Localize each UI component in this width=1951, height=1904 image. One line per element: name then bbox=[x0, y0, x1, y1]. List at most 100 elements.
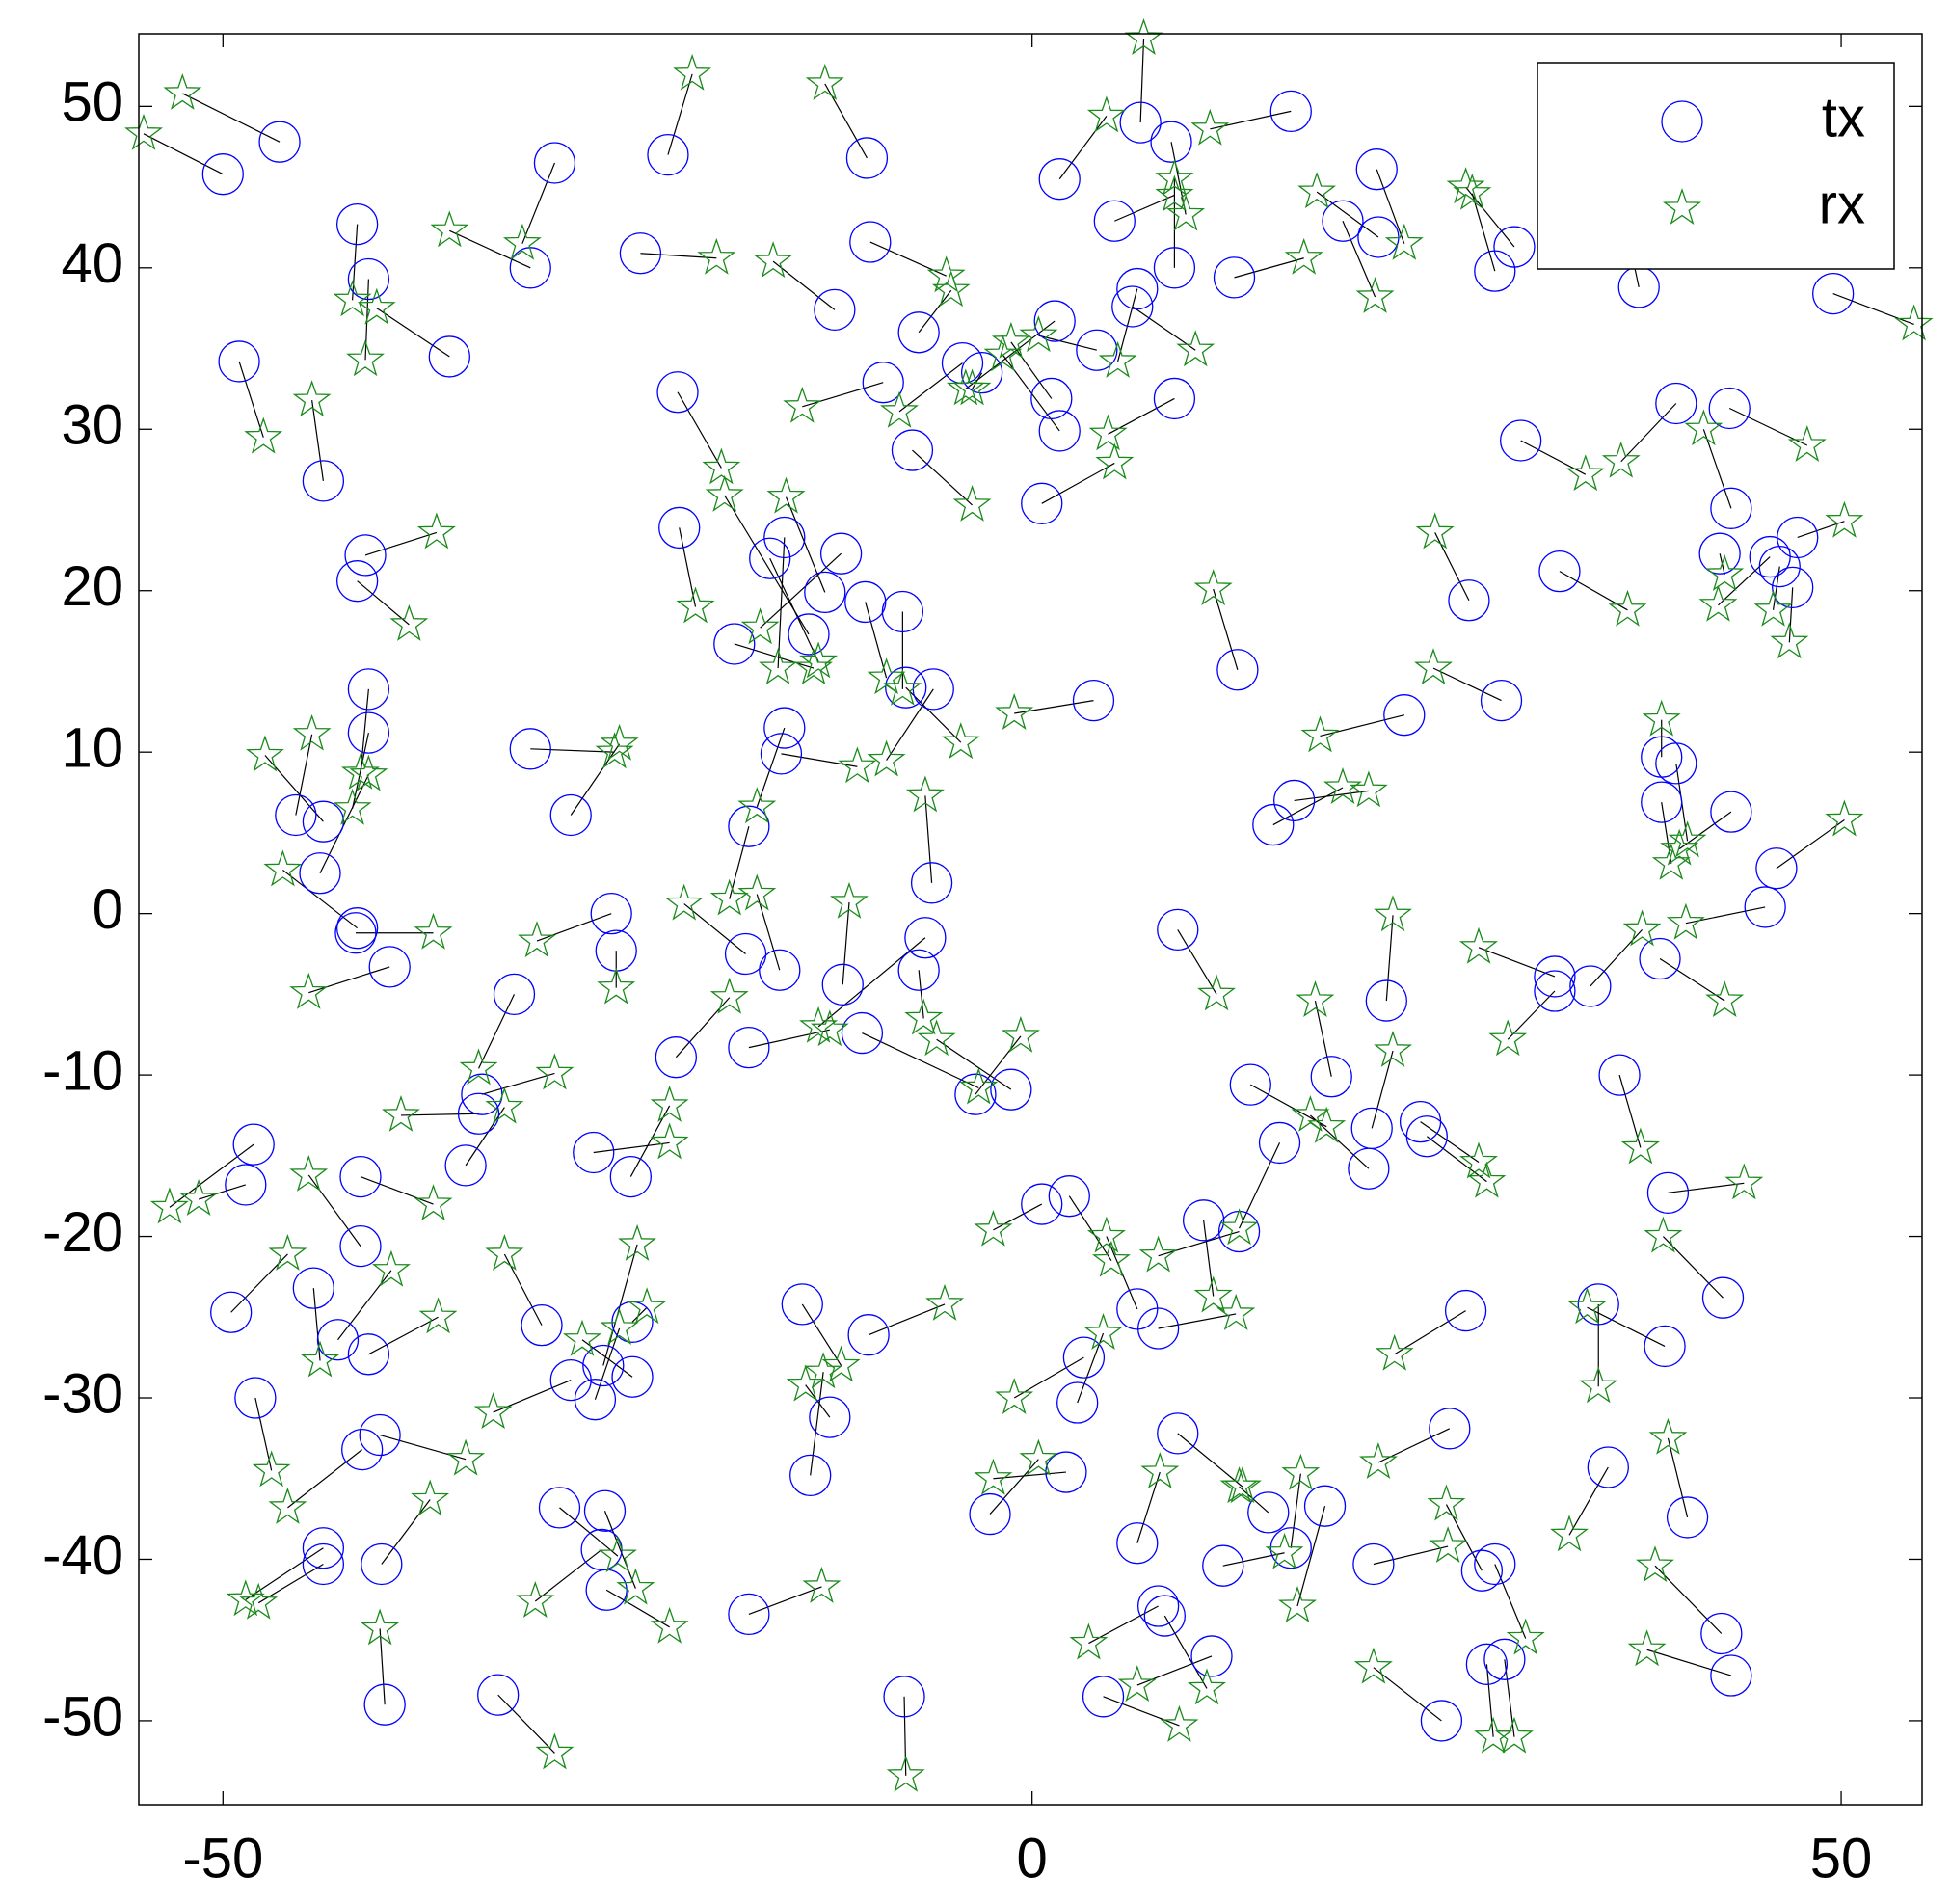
point bbox=[333, 788, 372, 825]
link-line bbox=[1136, 1655, 1213, 1686]
link-line bbox=[810, 1372, 824, 1476]
point bbox=[1500, 419, 1542, 462]
link-line bbox=[1163, 1615, 1208, 1689]
link-line bbox=[898, 362, 963, 413]
point bbox=[1219, 1466, 1259, 1504]
point bbox=[1269, 90, 1312, 133]
y-tick-label: -40 bbox=[42, 1524, 123, 1587]
point bbox=[1755, 847, 1798, 890]
point bbox=[493, 973, 536, 1016]
point bbox=[763, 707, 806, 749]
point bbox=[268, 1487, 307, 1524]
point bbox=[1038, 158, 1081, 201]
point bbox=[302, 1527, 345, 1569]
point bbox=[926, 255, 966, 293]
link-line bbox=[756, 727, 786, 808]
legend-label: tx bbox=[1822, 86, 1865, 148]
point bbox=[844, 580, 887, 624]
point bbox=[952, 485, 992, 522]
point bbox=[516, 1581, 555, 1619]
point bbox=[1459, 1141, 1498, 1179]
point bbox=[611, 1355, 654, 1398]
x-tick-label: 0 bbox=[1017, 1827, 1048, 1890]
point bbox=[1374, 1031, 1412, 1067]
point bbox=[590, 892, 632, 935]
link-line bbox=[677, 391, 722, 469]
point bbox=[252, 1450, 291, 1488]
y-tick-label: 10 bbox=[61, 717, 123, 780]
link-line bbox=[295, 734, 313, 816]
point bbox=[1082, 1676, 1125, 1718]
point bbox=[1474, 250, 1516, 292]
link-line bbox=[337, 1270, 392, 1341]
point bbox=[1608, 589, 1647, 627]
point bbox=[1098, 340, 1137, 378]
point bbox=[1048, 1175, 1090, 1218]
point bbox=[1701, 1276, 1745, 1319]
point bbox=[163, 73, 202, 110]
point bbox=[781, 1283, 823, 1326]
point bbox=[1708, 387, 1751, 430]
point bbox=[299, 852, 341, 895]
point bbox=[760, 733, 803, 775]
link-line bbox=[1234, 257, 1304, 279]
point bbox=[1636, 1545, 1674, 1583]
point bbox=[1213, 256, 1256, 299]
point bbox=[1429, 1408, 1471, 1450]
point bbox=[292, 380, 332, 417]
point bbox=[1622, 909, 1662, 947]
point bbox=[910, 862, 953, 904]
point bbox=[881, 590, 924, 633]
link-line bbox=[1394, 1310, 1466, 1355]
point bbox=[821, 963, 864, 1006]
x-tick-label: 50 bbox=[1810, 1827, 1873, 1890]
point bbox=[789, 1454, 832, 1497]
link-line bbox=[842, 901, 850, 985]
point bbox=[1297, 172, 1337, 209]
link-line bbox=[924, 795, 933, 883]
link-line bbox=[1432, 667, 1502, 702]
point bbox=[316, 1319, 360, 1361]
point bbox=[574, 1379, 617, 1421]
point bbox=[502, 223, 542, 260]
point bbox=[749, 537, 791, 579]
point bbox=[804, 571, 846, 614]
point bbox=[1138, 1235, 1178, 1273]
point bbox=[995, 1378, 1034, 1415]
point bbox=[897, 949, 940, 991]
point bbox=[650, 1122, 689, 1160]
link-line bbox=[1385, 915, 1394, 1002]
point bbox=[1202, 1544, 1244, 1587]
link-line bbox=[1177, 1433, 1243, 1488]
point bbox=[234, 1377, 277, 1419]
point bbox=[389, 603, 429, 641]
point bbox=[1651, 843, 1691, 880]
point bbox=[941, 722, 980, 760]
point bbox=[1056, 1381, 1099, 1424]
point bbox=[952, 368, 992, 406]
link-line bbox=[1376, 169, 1405, 244]
link-line bbox=[1507, 990, 1556, 1040]
point bbox=[673, 53, 712, 91]
point bbox=[347, 668, 390, 711]
link-line bbox=[1788, 587, 1794, 643]
point bbox=[1365, 979, 1407, 1022]
point bbox=[430, 210, 469, 248]
link-line bbox=[282, 869, 359, 929]
point bbox=[1770, 622, 1809, 659]
link-line bbox=[534, 1548, 602, 1602]
point bbox=[473, 1392, 513, 1430]
point bbox=[1710, 487, 1752, 529]
point bbox=[573, 1131, 615, 1174]
point bbox=[1019, 315, 1058, 353]
point bbox=[538, 1487, 581, 1529]
point bbox=[582, 1344, 625, 1387]
link-line bbox=[1103, 1696, 1180, 1727]
link-line bbox=[368, 1316, 439, 1355]
point bbox=[1825, 500, 1864, 538]
point bbox=[509, 728, 551, 770]
point bbox=[709, 878, 749, 916]
point bbox=[361, 1608, 400, 1646]
point bbox=[1355, 148, 1398, 191]
